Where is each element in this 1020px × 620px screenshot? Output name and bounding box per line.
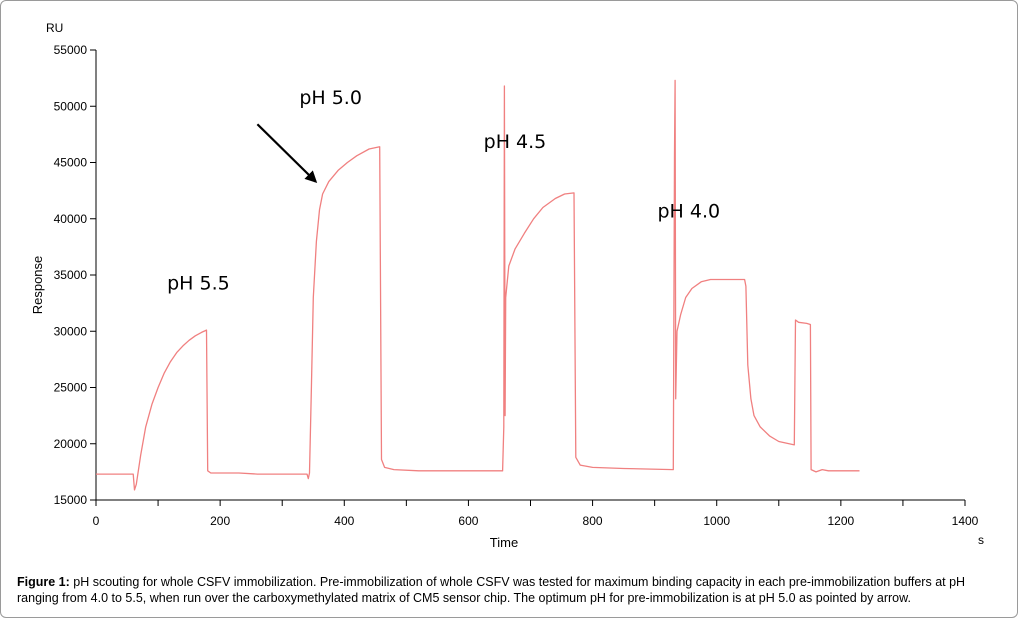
sensorgram-chart: 15000 20000 25000 30000 35000 40000 45000 50000…: [30, 21, 984, 550]
x-tick-label: 200: [210, 514, 230, 528]
y-tick-label: 35000: [54, 268, 88, 282]
caption-label: Figure 1:: [17, 575, 70, 589]
ph-annotation: pH 4.0: [657, 201, 720, 223]
y-tick-label: 20000: [54, 437, 88, 451]
arrow-indicator: [256, 123, 318, 184]
x-tick-label: 1400: [952, 514, 979, 528]
x-tick-label: 800: [583, 514, 603, 528]
caption-text: pH scouting for whole CSFV immobilizatio…: [17, 575, 966, 605]
y-tick-label: 55000: [54, 43, 88, 57]
unit-label: RU: [46, 21, 63, 35]
ph-annotation: pH 4.5: [484, 131, 547, 153]
x-ticks: 0 200 400 600 800 1000 1200 1400: [93, 500, 979, 528]
figure-caption: Figure 1: pH scouting for whole CSFV imm…: [17, 574, 1007, 606]
y-axis-label: Response: [30, 256, 45, 315]
y-tick-label: 30000: [54, 324, 88, 338]
y-ticks: 15000 20000 25000 30000 35000 40000 45000 50000…: [54, 43, 96, 507]
series-group: [96, 79, 860, 491]
x-tick-label: 1200: [828, 514, 855, 528]
x-tick-label: 0: [93, 514, 100, 528]
series-line: [96, 79, 860, 491]
x-axis-label: Time: [490, 535, 518, 550]
y-tick-label: 15000: [54, 493, 88, 507]
y-tick-label: 25000: [54, 381, 88, 395]
y-tick-label: 50000: [54, 99, 88, 113]
ph-annotation: pH 5.5: [167, 273, 230, 295]
annotation-group: pH 5.5 pH 5.0 pH 4.5 pH 4.0: [167, 87, 720, 295]
x-axis-unit: s: [978, 533, 984, 547]
y-tick-label: 40000: [54, 212, 88, 226]
y-tick-label: 45000: [54, 156, 88, 170]
x-tick-label: 400: [334, 514, 354, 528]
ph-annotation: pH 5.0: [299, 87, 362, 109]
x-tick-label: 600: [458, 514, 478, 528]
x-tick-label: 1000: [703, 514, 730, 528]
